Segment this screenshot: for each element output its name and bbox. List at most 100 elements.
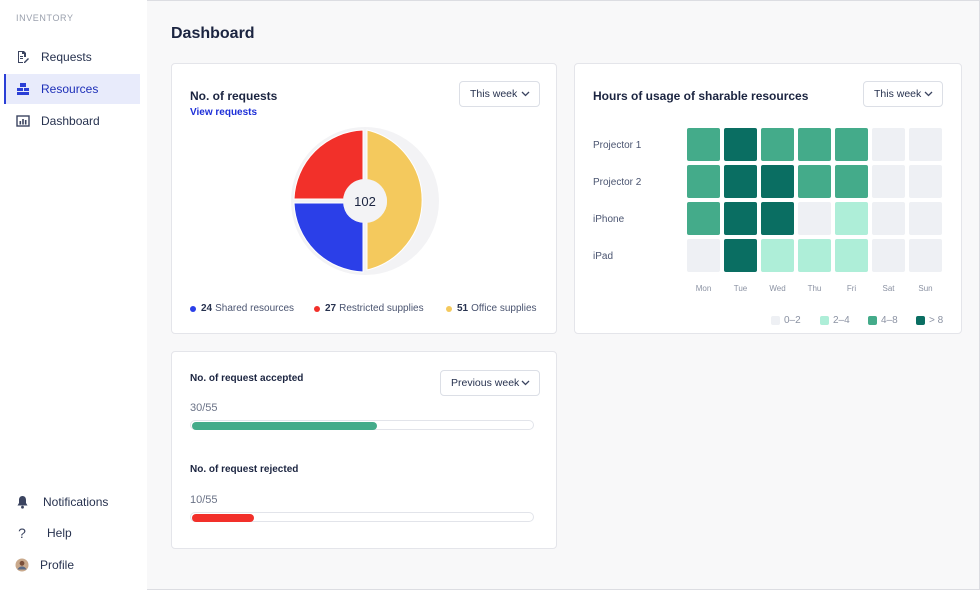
heatmap-cell[interactable] bbox=[761, 202, 794, 235]
accepted-ratio: 30/55 bbox=[190, 402, 218, 414]
sidebar-item-label: Dashboard bbox=[41, 114, 100, 128]
legend-label: Restricted supplies bbox=[339, 303, 424, 314]
heatmap-cell[interactable] bbox=[798, 202, 831, 235]
heatmap-cell[interactable] bbox=[872, 128, 905, 161]
legend-label: 2–4 bbox=[833, 315, 850, 326]
bar-chart-icon bbox=[16, 114, 30, 128]
sidebar-item-label: Notifications bbox=[43, 495, 109, 509]
heatmap-legend-item: 4–8 bbox=[868, 315, 898, 326]
heatmap-cell[interactable] bbox=[872, 239, 905, 272]
legend-label: 4–8 bbox=[881, 315, 898, 326]
heatmap-legend-item: 0–2 bbox=[771, 315, 801, 326]
heatmap-row-label: iPad bbox=[593, 251, 614, 262]
sidebar-item-label: Profile bbox=[40, 558, 75, 572]
accepted-progress-fill bbox=[192, 422, 377, 430]
resources-icon bbox=[16, 82, 30, 96]
heatmap-cell[interactable] bbox=[687, 239, 720, 272]
heatmap-cell[interactable] bbox=[724, 202, 757, 235]
heatmap-cell[interactable] bbox=[909, 165, 942, 198]
heatmap-cell[interactable] bbox=[687, 128, 720, 161]
heatmap-row-label: iPhone bbox=[593, 214, 625, 225]
heatmap-cell[interactable] bbox=[909, 202, 942, 235]
heatmap-day-label: Sat bbox=[882, 284, 895, 293]
period-dropdown[interactable]: This week bbox=[459, 81, 540, 107]
heatmap-cell[interactable] bbox=[724, 128, 757, 161]
donut-total-value: 102 bbox=[354, 194, 376, 209]
sidebar-item-notifications[interactable]: Notifications bbox=[14, 494, 108, 510]
chevron-down-icon bbox=[924, 89, 933, 101]
legend-swatch bbox=[820, 316, 829, 325]
legend-label: Office supplies bbox=[471, 303, 537, 314]
legend-dot bbox=[314, 305, 320, 312]
legend-item-office-supplies: 51 Office supplies bbox=[446, 303, 537, 314]
view-requests-link[interactable]: View requests bbox=[190, 107, 258, 118]
heatmap-cell[interactable] bbox=[909, 239, 942, 272]
heatmap-cell[interactable] bbox=[835, 165, 868, 198]
legend-label: Shared resources bbox=[215, 303, 295, 314]
document-edit-icon bbox=[16, 50, 30, 64]
heatmap-cell[interactable] bbox=[872, 165, 905, 198]
sidebar-item-requests[interactable]: Requests bbox=[4, 42, 140, 72]
heatmap-cell[interactable] bbox=[687, 165, 720, 198]
period-dropdown[interactable]: Previous week bbox=[440, 370, 540, 396]
heatmap-day-label: Thu bbox=[807, 284, 822, 293]
accepted-title: No. of request accepted bbox=[190, 373, 304, 384]
request-status-card: No. of request accepted Previous week 30… bbox=[171, 351, 557, 549]
heatmap-cell[interactable] bbox=[798, 128, 831, 161]
heatmap-cell[interactable] bbox=[835, 128, 868, 161]
heatmap-legend-item: > 8 bbox=[916, 315, 943, 326]
sidebar-item-label: Resources bbox=[41, 82, 99, 96]
dropdown-value: Previous week bbox=[451, 377, 520, 389]
sidebar-item-dashboard[interactable]: Dashboard bbox=[4, 106, 140, 136]
legend-label: > 8 bbox=[929, 315, 944, 326]
heatmap-row-label: Projector 2 bbox=[593, 177, 642, 188]
legend-swatch bbox=[916, 316, 925, 325]
heatmap-cell[interactable] bbox=[835, 239, 868, 272]
chevron-down-icon bbox=[521, 378, 530, 390]
rejected-progress-fill bbox=[192, 514, 254, 522]
sidebar-item-help[interactable]: ? Help bbox=[14, 525, 72, 541]
heatmap-legend-item: 2–4 bbox=[820, 315, 850, 326]
sidebar-item-label: Requests bbox=[41, 50, 92, 64]
heatmap-cell[interactable] bbox=[872, 202, 905, 235]
heatmap-cell[interactable] bbox=[724, 165, 757, 198]
heatmap-day-label: Sun bbox=[918, 284, 933, 293]
sidebar-item-label: Help bbox=[47, 526, 72, 540]
rejected-progress-bar bbox=[190, 512, 534, 522]
sidebar-item-resources[interactable]: Resources bbox=[4, 74, 140, 104]
heatmap-cell[interactable] bbox=[798, 239, 831, 272]
legend-dot bbox=[190, 305, 196, 312]
heatmap-row-label: Projector 1 bbox=[593, 140, 642, 151]
requests-donut-chart: 102 bbox=[291, 127, 439, 275]
legend-swatch bbox=[771, 316, 780, 325]
rejected-title: No. of request rejected bbox=[190, 464, 299, 475]
legend-item-restricted-supplies: 27 Restricted supplies bbox=[314, 303, 424, 314]
legend-value: 51 bbox=[457, 303, 469, 314]
chevron-down-icon bbox=[521, 89, 530, 101]
heatmap-cell[interactable] bbox=[687, 202, 720, 235]
heatmap-day-label: Wed bbox=[769, 284, 786, 293]
heatmap-cell[interactable] bbox=[761, 128, 794, 161]
usage-heatmap-card: Hours of usage of sharable resources Thi… bbox=[574, 63, 962, 334]
heatmap-cell[interactable] bbox=[798, 165, 831, 198]
sidebar-item-profile[interactable]: Profile bbox=[14, 557, 74, 573]
rejected-ratio: 10/55 bbox=[190, 494, 218, 506]
heatmap-cell[interactable] bbox=[724, 239, 757, 272]
period-dropdown[interactable]: This week bbox=[863, 81, 943, 107]
card-title: Hours of usage of sharable resources bbox=[593, 89, 809, 103]
heatmap-cell[interactable] bbox=[761, 239, 794, 272]
heatmap-day-label: Mon bbox=[695, 284, 712, 293]
requests-card: No. of requests View requests This week … bbox=[171, 63, 557, 334]
heatmap-cell[interactable] bbox=[909, 128, 942, 161]
avatar bbox=[14, 557, 30, 573]
heatmap-cell[interactable] bbox=[761, 165, 794, 198]
page-title: Dashboard bbox=[171, 25, 255, 42]
heatmap-cell[interactable] bbox=[835, 202, 868, 235]
legend-value: 27 bbox=[325, 303, 337, 314]
heatmap-day-label: Tue bbox=[733, 284, 748, 293]
accepted-progress-bar bbox=[190, 420, 534, 430]
brand-label: INVENTORY bbox=[16, 13, 74, 23]
heatmap-day-label: Fri bbox=[846, 284, 857, 293]
dropdown-value: This week bbox=[470, 88, 518, 100]
card-title: No. of requests bbox=[190, 89, 278, 103]
